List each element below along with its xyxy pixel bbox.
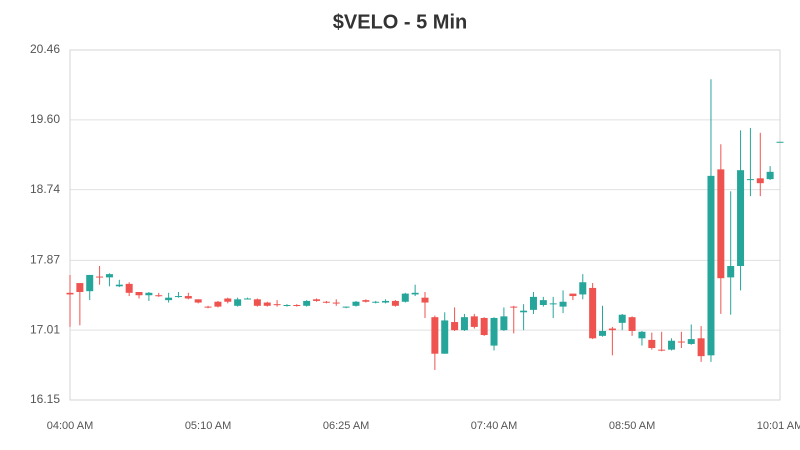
- candle-body: [362, 300, 370, 302]
- candle-body: [648, 339, 656, 349]
- candle-body: [174, 296, 182, 298]
- candle-body: [776, 141, 784, 143]
- candle-body: [86, 274, 94, 292]
- candle-body: [352, 301, 360, 306]
- candle-body: [756, 178, 764, 184]
- y-tick-label: 17.01: [30, 322, 60, 336]
- candle-body: [460, 317, 468, 331]
- candle-body: [253, 299, 261, 306]
- candle-body: [421, 297, 429, 303]
- candle-body: [687, 339, 695, 344]
- candle-body: [303, 300, 311, 306]
- candle-body: [342, 306, 350, 308]
- candle-body: [263, 302, 271, 306]
- candle-body: [707, 175, 715, 356]
- candle-body: [165, 297, 173, 301]
- candle-body: [737, 170, 745, 267]
- y-tick-label: 16.15: [30, 392, 60, 406]
- candle-body: [717, 169, 725, 279]
- candle-body: [411, 292, 419, 295]
- candle-body: [322, 301, 330, 303]
- candle-body: [618, 314, 626, 323]
- candle-body: [539, 300, 547, 305]
- candle-body: [273, 304, 281, 306]
- candle-body: [529, 296, 537, 310]
- x-tick-label: 05:10 AM: [185, 420, 231, 432]
- candle-body: [155, 295, 163, 297]
- candle-body: [214, 301, 222, 307]
- candle-body: [105, 274, 113, 278]
- candle-body: [66, 292, 74, 295]
- x-tick-label: 08:50 AM: [609, 420, 655, 432]
- candle-body: [204, 306, 212, 308]
- x-tick-label: 10:01 AM: [757, 420, 800, 432]
- candle-body: [579, 282, 587, 295]
- candle-body: [658, 349, 666, 351]
- candle-body: [224, 298, 232, 302]
- x-tick-label: 06:25 AM: [323, 420, 369, 432]
- candle-body: [510, 306, 518, 308]
- candle-body: [145, 292, 153, 296]
- candle-body: [332, 302, 340, 304]
- candle-body: [766, 171, 774, 180]
- candle-body: [76, 283, 84, 292]
- candle-body: [480, 317, 488, 336]
- candle-body: [401, 293, 409, 302]
- candle-body: [697, 338, 705, 357]
- candle-body: [125, 283, 133, 293]
- candle-body: [589, 287, 597, 339]
- candle-body: [441, 320, 449, 354]
- candle-body: [746, 179, 754, 181]
- plot-border: [69, 49, 781, 401]
- chart-title: $VELO - 5 Min: [333, 11, 467, 33]
- candle-body: [451, 322, 459, 331]
- candle-body: [293, 304, 301, 306]
- candle-body: [244, 298, 251, 300]
- y-tick-label: 18.74: [30, 182, 60, 196]
- candle-body: [184, 296, 192, 299]
- candle-body: [559, 301, 567, 307]
- candle-body: [727, 266, 735, 278]
- y-tick-label: 20.46: [30, 42, 60, 56]
- candle-body: [520, 310, 528, 313]
- candle-body: [628, 317, 636, 331]
- candle-body: [234, 299, 242, 306]
- candle-body: [470, 316, 478, 327]
- candle-body: [608, 328, 616, 331]
- candle-body: [638, 331, 646, 339]
- candle-body: [194, 299, 202, 303]
- x-tick-label: 07:40 AM: [471, 420, 517, 432]
- candle-body: [569, 293, 577, 297]
- candle-body: [431, 317, 439, 354]
- candle-body: [115, 284, 123, 287]
- candle-body: [500, 316, 508, 331]
- candle-body: [677, 341, 685, 343]
- candle-body: [549, 303, 557, 305]
- y-tick-label: 19.60: [30, 112, 60, 126]
- y-tick-label: 17.87: [30, 252, 60, 266]
- candle-body: [382, 300, 390, 303]
- candle-body: [490, 317, 498, 346]
- candle-body: [135, 291, 143, 296]
- candle-body: [599, 330, 606, 336]
- candle-body: [372, 301, 380, 303]
- candle-body: [96, 276, 104, 278]
- candle-body: [313, 299, 321, 301]
- candle-body: [283, 304, 291, 306]
- candle-body: [668, 340, 676, 350]
- x-tick-label: 04:00 AM: [47, 420, 93, 432]
- candle-body: [391, 300, 399, 306]
